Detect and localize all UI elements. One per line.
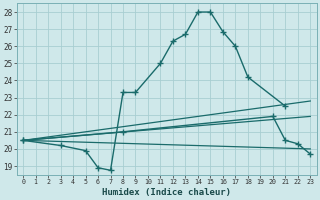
- X-axis label: Humidex (Indice chaleur): Humidex (Indice chaleur): [102, 188, 231, 197]
